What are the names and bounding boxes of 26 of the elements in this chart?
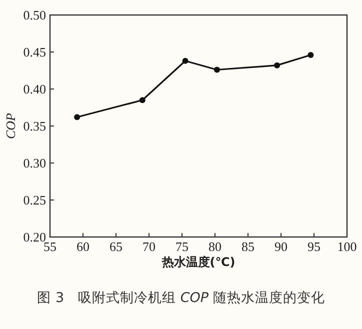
x-tick-label: 85 bbox=[242, 239, 254, 254]
x-tick-label: 80 bbox=[208, 239, 222, 254]
x-tick-label: 60 bbox=[76, 239, 90, 254]
x-tick-label: 55 bbox=[44, 239, 56, 254]
y-tick-label: 0.40 bbox=[23, 82, 46, 96]
x-tick-label: 65 bbox=[110, 239, 122, 254]
y-tick-label: 0.20 bbox=[23, 230, 46, 244]
x-tick-label: 95 bbox=[308, 239, 320, 254]
y-tick-label: 0.35 bbox=[23, 118, 46, 134]
point bbox=[182, 58, 188, 64]
x-tick-label: 75 bbox=[176, 239, 188, 254]
x-tick-label: 100 bbox=[337, 239, 357, 254]
caption: 图 3 吸附式制冷机组 COP 随热水温度的变化 bbox=[37, 290, 325, 306]
y-tick-label: 0.45 bbox=[23, 44, 46, 60]
y-axis-title: COP bbox=[3, 112, 18, 139]
x-tick-label: 70 bbox=[142, 239, 156, 254]
point bbox=[214, 66, 220, 73]
x-tick-label: 90 bbox=[274, 239, 288, 254]
point bbox=[74, 114, 80, 120]
point bbox=[274, 62, 280, 68]
y-tick-label: 0.50 bbox=[23, 8, 46, 22]
y-tick-label: 0.30 bbox=[23, 156, 46, 170]
x-axis-title: 热水温度(℃) bbox=[160, 255, 236, 269]
y-tick-label: 0.25 bbox=[23, 192, 46, 208]
point bbox=[139, 97, 146, 104]
point bbox=[308, 52, 314, 58]
